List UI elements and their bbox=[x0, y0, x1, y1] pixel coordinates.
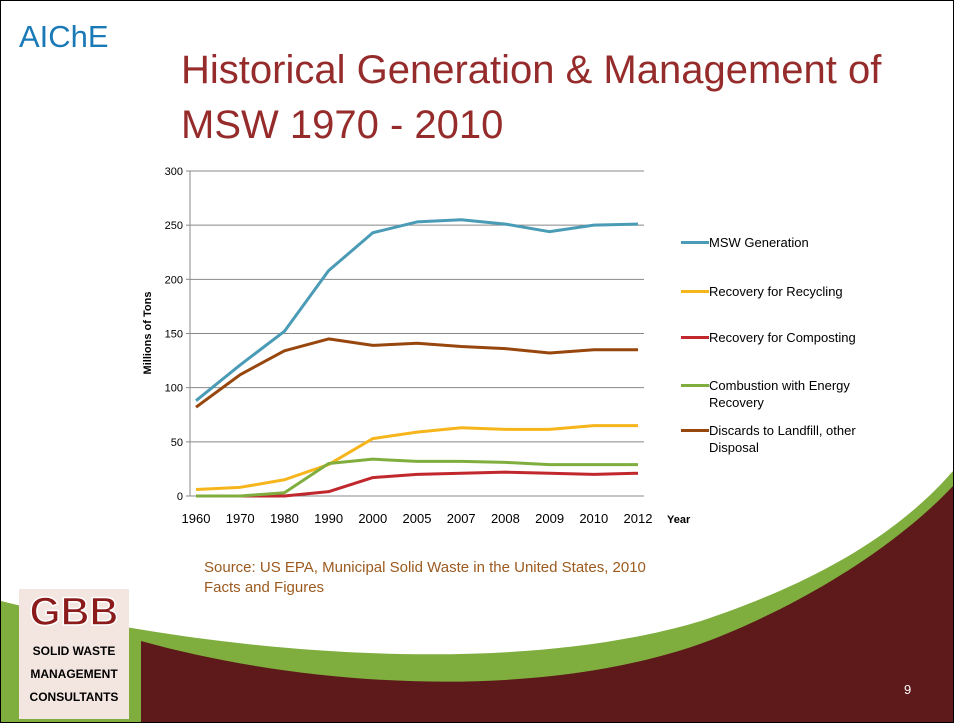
series-line bbox=[196, 457, 638, 498]
legend-swatch bbox=[681, 241, 709, 244]
y-tick-label: 250 bbox=[165, 220, 183, 232]
x-tick-label: 1990 bbox=[314, 511, 343, 526]
x-tick-label: 2010 bbox=[579, 511, 608, 526]
legend-swatch bbox=[681, 384, 709, 387]
legend-label: Recovery for Recycling bbox=[709, 284, 843, 299]
x-tick-label: 1960 bbox=[182, 511, 211, 526]
y-axis-label: Millions of Tons bbox=[142, 292, 154, 375]
legend-label: MSW Generation bbox=[709, 235, 809, 250]
legend-label: Combustion with Energy Recovery bbox=[709, 378, 850, 410]
source: Source: US EPA, Municipal Solid Waste in… bbox=[204, 559, 646, 596]
y-tick-label: 150 bbox=[165, 329, 183, 341]
x-tick-label: 2009 bbox=[535, 511, 564, 526]
x-tick-label: 2007 bbox=[447, 511, 476, 526]
page-number: 9 bbox=[904, 682, 911, 697]
legend-swatch bbox=[681, 336, 709, 339]
logo: AIChE bbox=[19, 19, 109, 54]
legend-label: Discards to Landfill, other Disposal bbox=[709, 423, 856, 455]
y-tick-label: 200 bbox=[165, 274, 183, 286]
x-tick-label: 2008 bbox=[491, 511, 520, 526]
swoosh-maroon bbox=[141, 486, 953, 722]
x-axis-label: Year bbox=[667, 514, 691, 526]
gbb-logo-bg bbox=[19, 589, 129, 719]
x-tick-label: 2012 bbox=[624, 511, 653, 526]
y-tick-label: 0 bbox=[177, 491, 183, 503]
x-tick-label: 2000 bbox=[358, 511, 387, 526]
y-tick-label: 100 bbox=[165, 383, 183, 395]
y-tick-label: 50 bbox=[171, 437, 183, 449]
chart-title: Historical Generation & Management of MS… bbox=[181, 48, 882, 147]
series-line bbox=[195, 218, 639, 402]
legend-swatch bbox=[681, 290, 709, 293]
series-line bbox=[195, 337, 638, 409]
x-tick-label: 2005 bbox=[403, 511, 432, 526]
gbb-mark: GBB bbox=[30, 590, 119, 634]
gbb-line: SOLID WASTE bbox=[33, 644, 116, 658]
legend-label: Recovery for Composting bbox=[709, 330, 856, 345]
y-tick-label: 300 bbox=[165, 166, 183, 178]
series-line bbox=[196, 470, 639, 498]
series-line bbox=[195, 424, 638, 491]
x-tick-label: 1980 bbox=[270, 511, 299, 526]
legend-swatch bbox=[681, 429, 709, 432]
gbb-line: CONSULTANTS bbox=[30, 690, 119, 704]
gbb-line: MANAGEMENT bbox=[30, 667, 118, 681]
x-tick-label: 1970 bbox=[226, 511, 255, 526]
